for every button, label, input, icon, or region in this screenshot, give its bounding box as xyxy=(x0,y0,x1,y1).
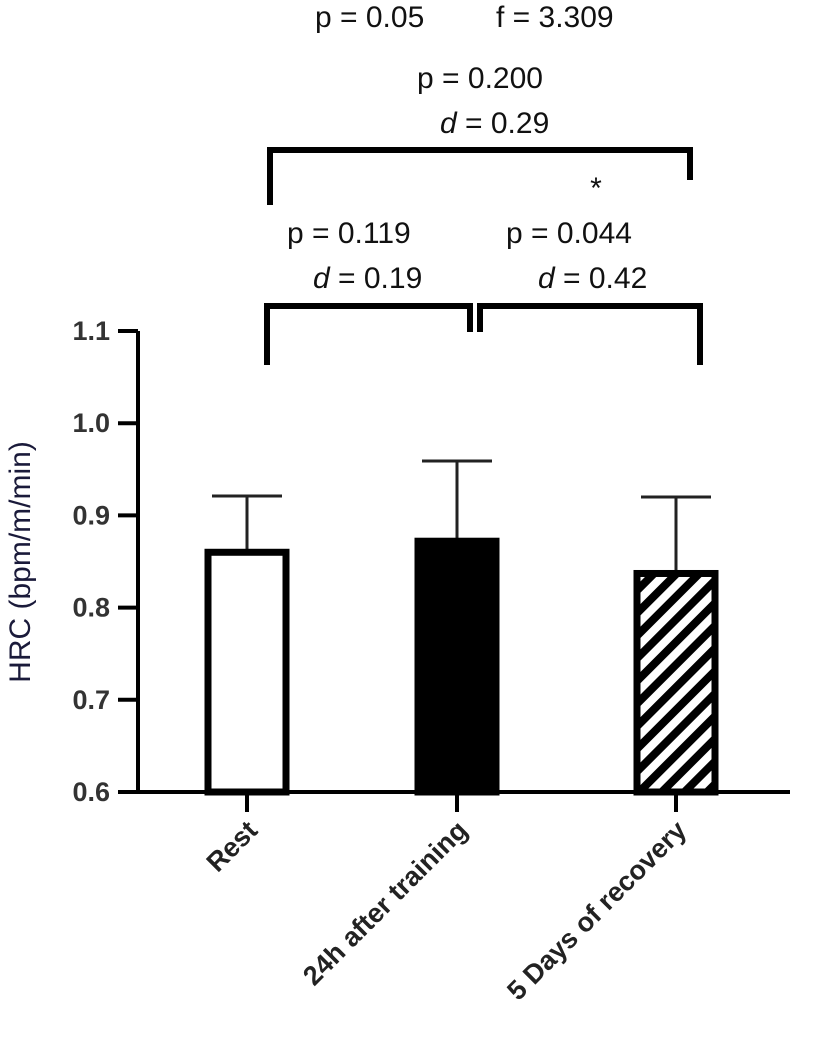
bar-24h-after-training xyxy=(414,537,500,796)
overall-p: p = 0.05 xyxy=(315,1,424,34)
x-tick-label: Rest xyxy=(201,815,264,878)
y-tick-label: 0.6 xyxy=(72,777,110,807)
y-tick-label: 1.1 xyxy=(72,316,110,346)
d-value: = 0.42 xyxy=(555,262,648,295)
significance-star: * xyxy=(590,172,602,205)
x-tick-label: 24h after training xyxy=(297,815,473,991)
d-value: = 0.19 xyxy=(330,262,423,295)
y-tick-label: 0.7 xyxy=(72,685,110,715)
y-tick-label: 1.0 xyxy=(72,408,110,438)
24h-vs-5days-d: d = 0.42 xyxy=(538,262,647,295)
bar-rest xyxy=(204,548,290,796)
x-tick-label: 5 Days of recovery xyxy=(501,815,692,1006)
d-value: = 0.29 xyxy=(457,107,550,140)
rest-vs-24h-d: d = 0.19 xyxy=(313,262,422,295)
rest-vs-5days-d: d = 0.29 xyxy=(440,107,549,140)
rest-vs-24h-p: p = 0.119 xyxy=(287,217,411,250)
bracket-rest-vs-5days xyxy=(267,147,693,205)
d-symbol: d xyxy=(538,262,556,295)
24h-vs-5days-p: p = 0.044 xyxy=(506,217,632,250)
bar-5-days-of-recovery xyxy=(633,569,719,796)
d-symbol: d xyxy=(440,107,458,140)
d-symbol: d xyxy=(313,262,331,295)
overall-f: f = 3.309 xyxy=(496,1,614,34)
bracket-rest-vs-24h xyxy=(264,303,473,365)
y-axis-label: HRC (bpm/m/min) xyxy=(4,441,37,683)
y-tick-label: 0.9 xyxy=(72,500,110,530)
bracket-24h-vs-5days xyxy=(477,303,703,365)
rest-vs-5days-p: p = 0.200 xyxy=(417,62,543,95)
y-tick-label: 0.8 xyxy=(72,593,110,623)
